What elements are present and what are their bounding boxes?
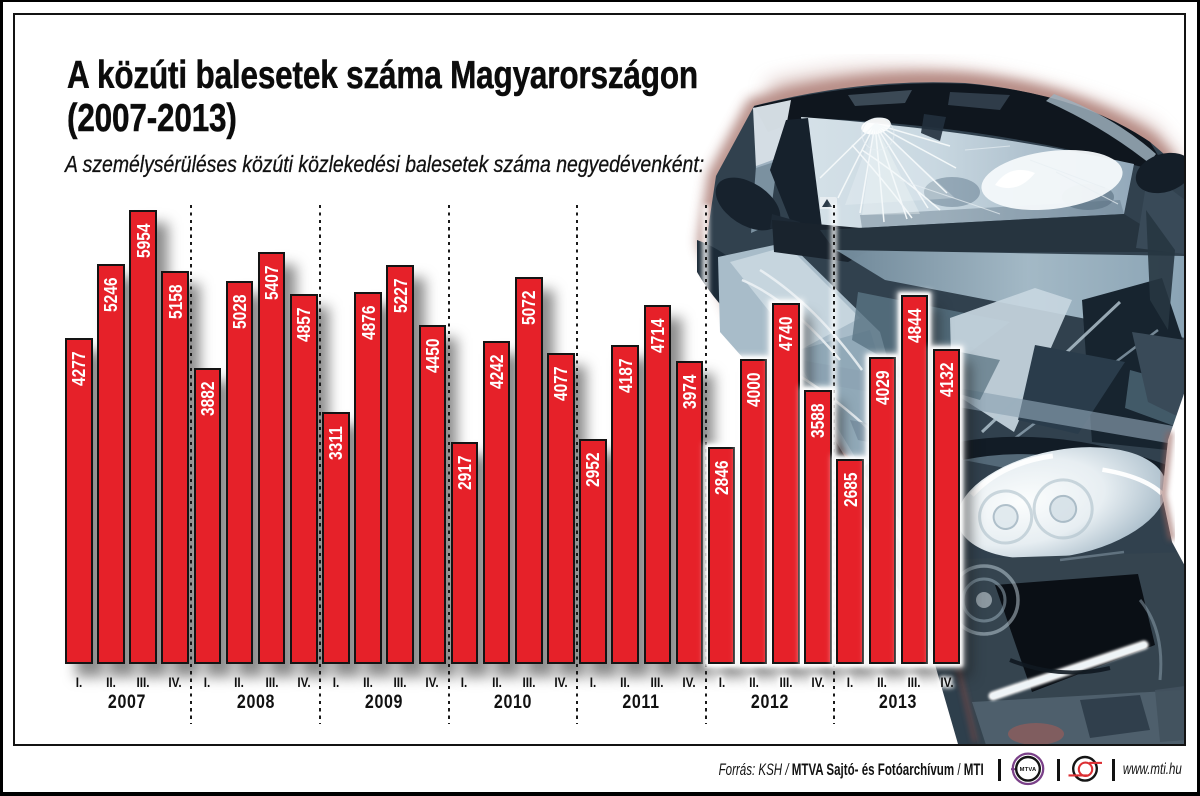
svg-text:MTVA: MTVA: [1020, 767, 1037, 773]
